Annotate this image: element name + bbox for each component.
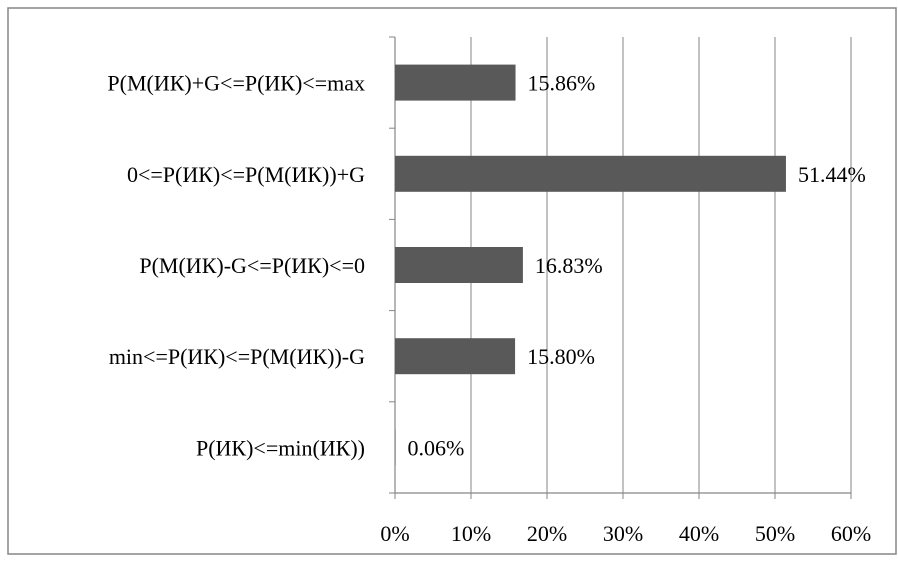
category-label: P(M(ИК)-G<=P(ИК)<=0 [139, 253, 365, 278]
x-tick-label: 40% [679, 521, 719, 546]
bar [395, 338, 515, 374]
data-label: 16.83% [535, 253, 603, 278]
category-label: min<=P(ИК)<=P(M(ИК))-G [109, 344, 365, 369]
data-label: 15.80% [527, 344, 595, 369]
bar [395, 156, 786, 192]
x-tick-label: 0% [380, 521, 409, 546]
x-tick-label: 10% [451, 521, 491, 546]
bar [395, 247, 523, 283]
x-tick-label: 30% [603, 521, 643, 546]
data-label: 51.44% [798, 162, 866, 187]
category-label: P(ИК)<=min(ИК)) [196, 435, 365, 460]
category-label: 0<=P(ИК)<=P(M(ИК))+G [127, 162, 365, 187]
bar [395, 65, 516, 101]
data-label: 0.06% [407, 435, 464, 460]
x-tick-label: 60% [831, 521, 871, 546]
data-label: 15.86% [528, 71, 596, 96]
x-tick-label: 50% [755, 521, 795, 546]
category-label: P(M(ИК)+G<=P(ИК)<=max [107, 71, 365, 96]
x-tick-label: 20% [527, 521, 567, 546]
